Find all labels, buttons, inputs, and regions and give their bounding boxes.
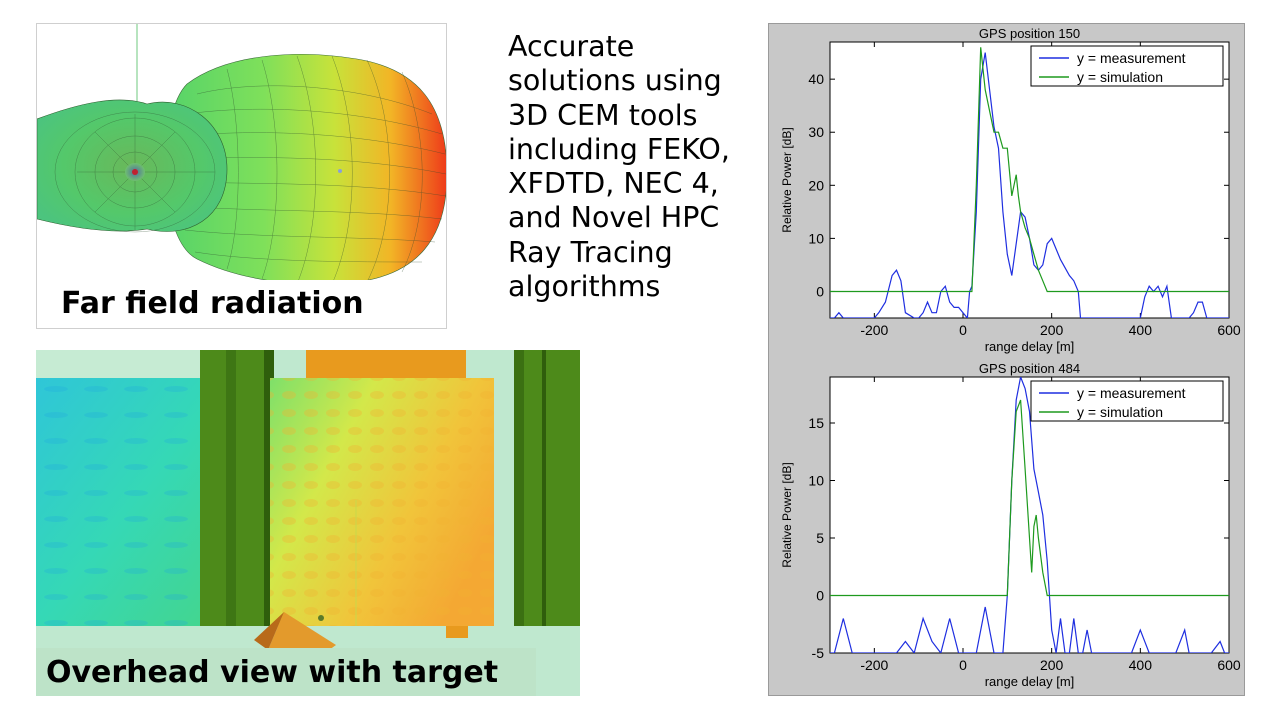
legend-label: y = measurement xyxy=(1077,50,1186,66)
legend-label: y = simulation xyxy=(1077,404,1163,420)
description-text: Accurate solutions using 3D CEM tools in… xyxy=(508,30,768,304)
description-line: including FEKO, xyxy=(508,132,730,166)
x-tick-label: 600 xyxy=(1217,322,1241,338)
legend-label: y = simulation xyxy=(1077,69,1163,85)
x-tick-label: 400 xyxy=(1129,322,1153,338)
chart-gps-position-150: GPS position 150 -200 0 200 400 600 0 10 20 30 40 r… xyxy=(780,26,1241,354)
x-tick-label: 0 xyxy=(959,322,967,338)
chart-title: GPS position 484 xyxy=(979,361,1080,376)
overhead-view-image xyxy=(36,350,580,696)
y-tick-label: 10 xyxy=(808,230,824,246)
y-tick-label: 5 xyxy=(816,530,824,546)
y-tick-label: 0 xyxy=(816,283,824,299)
plot-area xyxy=(829,41,1230,319)
description-line: Ray Tracing xyxy=(508,235,673,269)
series-line-measurement xyxy=(830,52,1229,318)
y-tick-label: 40 xyxy=(808,71,824,87)
series-line-simulation xyxy=(830,47,1229,293)
x-tick-label: 200 xyxy=(1040,322,1064,338)
description-line: 3D CEM tools xyxy=(508,98,698,132)
chart-gps-position-484: GPS position 484 -200 0 200 400 600 -5 0 5 10 15 ra… xyxy=(780,361,1241,689)
legend-box xyxy=(1030,380,1224,422)
legend-label: y = measurement xyxy=(1077,385,1186,401)
overhead-view-caption: Overhead view with target xyxy=(36,648,536,696)
x-axis-label: range delay [m] xyxy=(985,674,1075,689)
series-group xyxy=(830,47,1229,318)
description-line: XFDTD, NEC 4, xyxy=(508,167,719,201)
description-line: Accurate xyxy=(508,30,635,63)
y-tick-label: 20 xyxy=(808,177,824,193)
plots-panel: GPS position 150 -200 0 200 400 600 0 10 20 30 40 r… xyxy=(768,23,1245,696)
description-line: algorithms xyxy=(508,270,661,304)
y-tick-label: 0 xyxy=(816,588,824,604)
y-tick-label: 30 xyxy=(808,124,824,140)
overhead-view-panel: Overhead view with target xyxy=(36,350,580,696)
series-line-simulation xyxy=(830,399,1229,597)
x-tick-label: -200 xyxy=(860,322,888,338)
x-tick-label: 200 xyxy=(1040,657,1064,673)
description-line: solutions using xyxy=(508,64,722,98)
description-line: and Novel HPC xyxy=(508,201,720,235)
series-line-measurement xyxy=(830,377,1229,653)
y-tick-label: -5 xyxy=(812,645,825,661)
y-axis-label: Relative Power [dB] xyxy=(780,127,794,232)
y-axis-label: Relative Power [dB] xyxy=(780,462,794,567)
plot-area xyxy=(829,376,1230,654)
legend-box xyxy=(1030,45,1224,87)
x-axis-label: range delay [m] xyxy=(985,339,1075,354)
far-field-radiation-panel: Far field radiation xyxy=(36,23,447,329)
x-tick-label: -200 xyxy=(860,657,888,673)
chart-title: GPS position 150 xyxy=(979,26,1080,41)
y-tick-label: 10 xyxy=(808,473,824,489)
far-field-caption: Far field radiation xyxy=(37,280,403,328)
x-tick-label: 0 xyxy=(959,657,967,673)
series-group xyxy=(830,377,1229,653)
far-field-pattern-image xyxy=(37,24,446,285)
x-tick-label: 600 xyxy=(1217,657,1241,673)
x-tick-label: 400 xyxy=(1129,657,1153,673)
y-tick-label: 15 xyxy=(808,415,824,431)
